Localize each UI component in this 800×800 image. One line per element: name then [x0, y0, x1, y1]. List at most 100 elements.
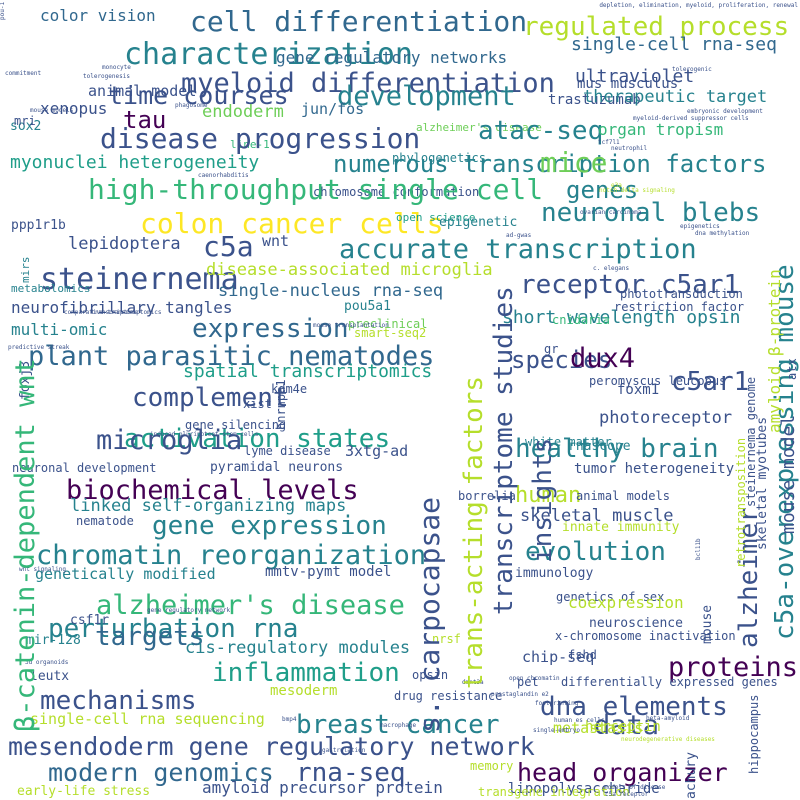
word-phylogenetics: phylogenetics: [392, 151, 486, 165]
word-retrotransposition: retrotransposition: [734, 437, 748, 568]
word-species: species: [511, 346, 613, 374]
word-embryonic-development: embryonic development: [687, 108, 763, 115]
word-mmtv-pymt-model: mmtv-pymt model: [265, 564, 392, 580]
word-pyramidal-neurons: pyramidal neurons: [210, 460, 344, 475]
word-proteins: proteins: [667, 652, 798, 683]
word-epigenetics: epigenetics: [680, 223, 720, 230]
word-numerous-transcription-factors: numerous transcription factors: [333, 150, 767, 178]
word-healthy-brain: healthy brain: [515, 434, 719, 464]
word-insights: insights: [528, 437, 558, 563]
word-restriction-factor: restriction factor: [614, 300, 745, 314]
word-pou5a1: pou5a1: [344, 299, 391, 314]
word-gr: gr: [544, 342, 559, 356]
word-chromatin-reorganization: chromatin reorganization: [36, 540, 427, 571]
word-early-life-stress: early-life stress: [17, 784, 151, 799]
word-mesendoderm-gene-regulatory-network: mesendoderm gene regulatory network: [8, 732, 535, 761]
word-skeletal-muscle: skeletal muscle: [520, 506, 674, 526]
word-neurofibrillary-tangles: neurofibrillary tangles: [11, 298, 233, 317]
word-plant-parasitic-nematodes: plant parasitic nematodes: [28, 341, 435, 372]
word-transcriptome: transcriptome: [91, 309, 138, 316]
word-ad-gwas: ad-gwas: [506, 232, 532, 239]
word-coexpression: coexpression: [568, 593, 684, 612]
word-head-organizer: head organizer: [517, 758, 728, 787]
word-gene-regulatory-networks: gene regulatory networks: [276, 48, 508, 67]
word-myeloid-differentiation: myeloid differentiation: [181, 68, 555, 99]
word-foxm1: foxm1: [617, 382, 660, 398]
word-single-cell-rna-sequencing: single-cell rna sequencing: [30, 710, 265, 728]
word-animal-model: animal model: [88, 82, 197, 100]
word-amyloid-protein: amyloid β-protein: [765, 269, 784, 433]
word-organ-tropism: organ tropism: [598, 120, 724, 139]
word-pet: pet: [517, 675, 539, 689]
word-single-nucleus-rna-seq: single-nucleus rna-seq: [218, 281, 444, 301]
word-notch-delta-signaling: notch-delta signaling: [599, 187, 675, 194]
word-development: development: [337, 81, 516, 112]
word-white-matter: white matter: [525, 435, 612, 449]
word-dmnt3a: dmnt3a: [462, 679, 484, 686]
word-depletion-elimination-myeloid-proliferation-renewal: depletion, elimination, myeloid, prolife…: [599, 2, 798, 9]
word-genetics-of-sex: genetics of sex: [556, 590, 665, 604]
word-atac-seq: atac-seq: [478, 116, 604, 146]
word-immunology: immunology: [515, 566, 594, 581]
word-memory: memory: [470, 759, 514, 773]
word-tcf7l1: tcf7l1: [598, 139, 620, 146]
word-evolution: evolution: [525, 537, 666, 567]
word-drug-resistance: drug resistance: [394, 689, 503, 703]
word-accurate-transcription: accurate transcription: [339, 234, 697, 265]
word-rnascope: rnascope: [568, 439, 631, 454]
word-x-chromosome-inactivation: x-chromosome inactivation: [555, 629, 736, 643]
word-tau: tau: [123, 106, 167, 134]
word-e3a: e3a: [611, 182, 622, 189]
word-borrelia: borrelia: [458, 489, 516, 503]
word-dna-methylation: dna methylation: [695, 230, 750, 237]
word-mesoderm: mesoderm: [270, 683, 338, 699]
word-epigenetic: epigenetic: [439, 215, 518, 230]
word-kdm4e: kdm4e: [271, 382, 308, 396]
word-csf1r: csf1r: [70, 613, 110, 628]
word-open-science: open science: [396, 211, 476, 224]
word-mice: mice: [540, 146, 608, 179]
word-metabolomics: metabolomics: [11, 282, 91, 295]
word-phagosome: phagosome: [175, 102, 208, 109]
word-hippocampus: hippocampus: [747, 694, 761, 774]
word-tolerogenic: tolerogenic: [672, 66, 712, 73]
word-mouse-transplantation: mouse transplantation: [313, 322, 389, 329]
word-targets: targets: [95, 622, 205, 652]
word-short-wavelength-opsin: short wavelength opsin: [502, 307, 741, 328]
word-single-cell-rna-seq: single-cell rna-seq: [571, 34, 777, 55]
word-disease-associated-microglia: disease-associated microglia: [206, 260, 493, 280]
word-c5a-receptor: c5a receptor: [605, 791, 649, 798]
word-xist: xist: [243, 397, 272, 411]
word-ppp1r1b: ppp1r1b: [11, 218, 66, 233]
word-trans-acting-factors: trans-acting factors: [459, 375, 489, 689]
word-gene-expression: gene expression: [152, 511, 387, 541]
word-biochemical-levels: biochemical levels: [66, 475, 359, 506]
word-human: human: [515, 483, 582, 508]
word-fshd: fshd: [568, 648, 597, 662]
word-chip-seq: chip-seq: [522, 648, 595, 666]
word-mus-musculus: mus musculus: [577, 76, 679, 92]
word-breast-cancer: breast cancer: [296, 710, 500, 740]
word-tolerogenesis: tolerogenesis: [83, 73, 130, 80]
word-ovarian-carcinoma: ovarian carcinoma: [580, 209, 642, 216]
word-monocyte: monocyte: [102, 64, 131, 71]
word-colon-cancer-cells: colon cancer cells: [140, 207, 444, 240]
word-genetically-modified: genetically modified: [35, 565, 216, 583]
word-peromyscus-leucopus: peromyscus leucopus: [589, 374, 727, 388]
word-macrophage: macrophage: [380, 722, 417, 729]
word-xenopus: xenopus: [40, 99, 108, 118]
word-amyloid-precursor-protein: amyloid precursor protein: [202, 778, 443, 797]
word-perturbation-rna: perturbation rna: [48, 614, 299, 644]
word-inflammation: inflammation: [212, 658, 400, 688]
word-single-embryo: single-embryo: [533, 727, 580, 734]
word-microglia: microglia: [96, 425, 243, 456]
word-smart-seq2: smart-seq2: [354, 326, 427, 340]
word-human-es-cells: human es cells: [554, 717, 605, 724]
word-neuronal-blebs: neuronal blebs: [541, 198, 761, 228]
word-wnt-signaling: wnt signaling: [19, 566, 66, 573]
word-transcriptome-studies: transcriptome studies: [489, 286, 519, 615]
word-modern-genomics: modern genomics: [48, 758, 274, 787]
word-c5a: c5a: [203, 230, 254, 263]
word-innate-immunity: innate immunity: [562, 520, 680, 535]
word-regulated-process: regulated process: [523, 12, 790, 42]
